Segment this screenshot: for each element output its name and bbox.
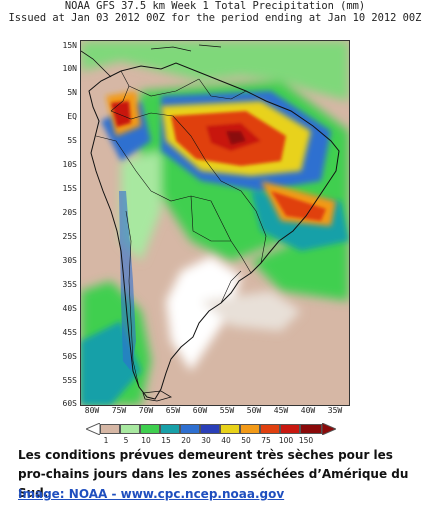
lat-label-40s: 40S xyxy=(62,304,77,313)
legend-swatch-1 xyxy=(100,424,120,434)
very-dry-zone xyxy=(166,256,301,371)
legend-swatch-11 xyxy=(300,424,322,434)
lat-label-55s: 55S xyxy=(62,376,77,385)
image-credit-link[interactable]: Image: NOAA - www.cpc.ncep.noaa.gov xyxy=(18,487,285,501)
lon-label-65w: 65W xyxy=(165,406,181,415)
south-america-coastline xyxy=(88,62,340,400)
legend-swatch-4 xyxy=(160,424,180,434)
lat-label-50s: 50S xyxy=(62,352,77,361)
very-heavy-precip-zones xyxy=(111,101,326,221)
lat-label-60s: 60S xyxy=(62,399,77,408)
lat-label-5n: 5N xyxy=(67,88,77,97)
lat-label-15s: 15S xyxy=(62,184,77,193)
lon-label-55w: 55W xyxy=(219,406,235,415)
lon-label-70w: 70W xyxy=(138,406,154,415)
legend-label-5: 5 xyxy=(123,436,129,445)
lat-label-25s: 25S xyxy=(62,232,77,241)
caribbean-islands-outline xyxy=(150,44,222,52)
central-america-outline xyxy=(81,50,112,78)
lat-label-30s: 30S xyxy=(62,256,77,265)
legend-swatch-10 xyxy=(280,424,300,434)
lat-label-35s: 35S xyxy=(62,280,77,289)
legend-label-1: 1 xyxy=(103,436,109,445)
lon-label-75w: 75W xyxy=(111,406,127,415)
legend-swatch-8 xyxy=(240,424,260,434)
map-title-line-1: NOAA GFS 37.5 km Week 1 Total Precipitat… xyxy=(64,0,366,12)
lon-label-35w: 35W xyxy=(327,406,343,415)
legend-label-20: 20 xyxy=(181,436,191,445)
legend-label-30: 30 xyxy=(201,436,211,445)
legend-label-15: 15 xyxy=(161,436,171,445)
lat-label-45s: 45S xyxy=(62,328,77,337)
legend-label-10: 10 xyxy=(141,436,151,445)
legend-swatch-3 xyxy=(140,424,160,434)
legend-swatch-7 xyxy=(220,424,240,434)
lat-label-5s: 5S xyxy=(67,136,77,145)
precipitation-color-legend xyxy=(86,423,342,436)
andes-precip-strip xyxy=(119,191,136,371)
precipitation-map-svg xyxy=(81,41,349,405)
lat-label-15n: 15N xyxy=(62,41,77,50)
legend-arrow-right-icon xyxy=(322,423,336,435)
lon-label-40w: 40W xyxy=(300,406,316,415)
legend-label-75: 75 xyxy=(261,436,271,445)
legend-swatch-2 xyxy=(120,424,140,434)
legend-label-150: 150 xyxy=(298,436,314,445)
lat-label-eq: EQ xyxy=(67,112,77,121)
legend-label-40: 40 xyxy=(221,436,231,445)
lon-label-50w: 50W xyxy=(246,406,262,415)
country-borders xyxy=(95,70,267,388)
lon-label-60w: 60W xyxy=(192,406,208,415)
tierra-del-fuego-outline xyxy=(142,390,172,402)
legend-label-100: 100 xyxy=(278,436,294,445)
legend-swatch-9 xyxy=(260,424,280,434)
legend-label-50: 50 xyxy=(241,436,251,445)
map-title-line-2: Issued at Jan 03 2012 00Z for the period… xyxy=(8,12,422,24)
precipitation-map xyxy=(80,40,350,406)
lat-label-20s: 20S xyxy=(62,208,77,217)
legend-swatch-5 xyxy=(180,424,200,434)
lat-label-10s: 10S xyxy=(62,160,77,169)
lon-label-80w: 80W xyxy=(84,406,100,415)
legend-swatch-6 xyxy=(200,424,220,434)
legend-arrow-left-icon xyxy=(86,423,100,435)
lat-label-10n: 10N xyxy=(62,64,77,73)
lon-label-45w: 45W xyxy=(273,406,289,415)
image-caption: Les conditions prévues demeurent très sè… xyxy=(18,448,409,500)
